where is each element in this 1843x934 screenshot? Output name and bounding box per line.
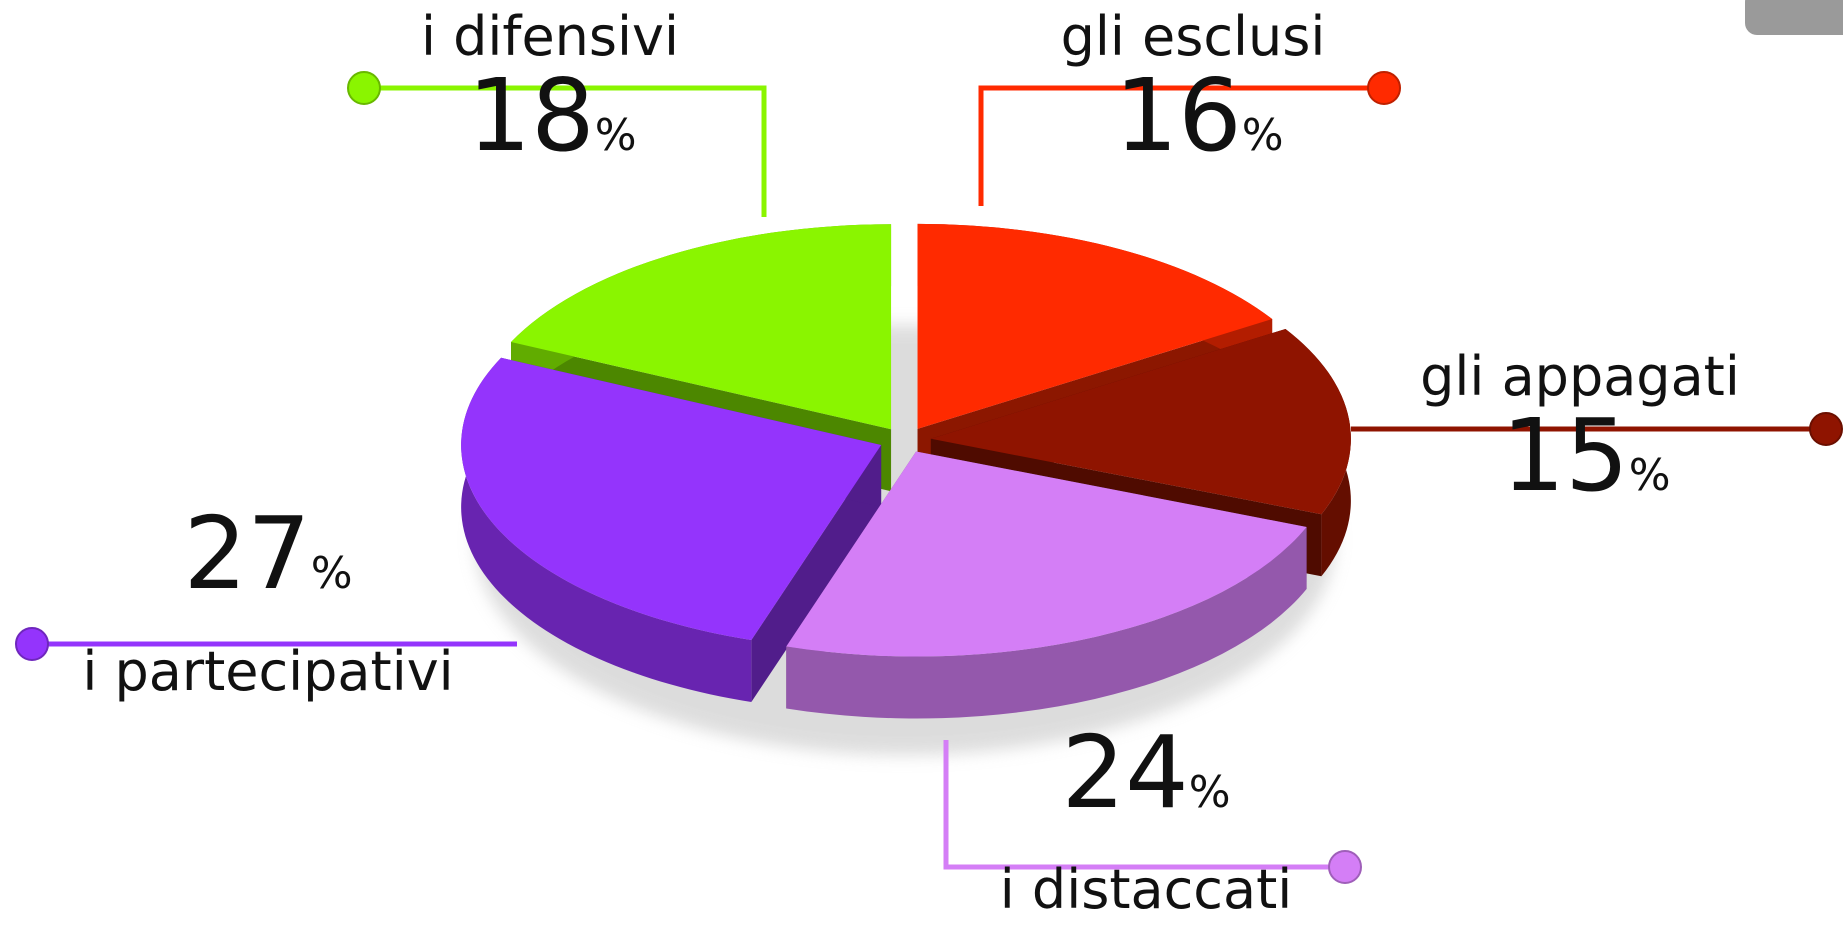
slice <box>917 223 1273 429</box>
slice <box>461 357 882 641</box>
corner-thumbnail <box>1745 0 1843 35</box>
leader-line <box>364 85 767 217</box>
slice-side <box>461 357 752 703</box>
slice-group <box>786 451 1307 719</box>
category-label: i distaccati <box>1000 858 1293 921</box>
leader-line <box>978 85 1384 206</box>
leader-dot <box>15 627 49 661</box>
slice <box>930 328 1351 515</box>
slice-group <box>461 357 882 703</box>
slice-side <box>786 526 1307 719</box>
slice-cut-face <box>751 445 882 703</box>
category-label: gli esclusi <box>1061 5 1326 68</box>
leader-dot <box>1328 850 1362 884</box>
value-label: 15% <box>1501 397 1670 514</box>
leader-dot <box>1809 412 1843 446</box>
value-label: 27% <box>183 495 352 612</box>
leader-dot <box>347 71 381 105</box>
slice <box>511 224 892 430</box>
value-label: 16% <box>1114 57 1283 174</box>
value-label: 18% <box>467 57 636 174</box>
category-label: gli appagati <box>1420 345 1740 408</box>
category-label: i difensivi <box>421 5 679 68</box>
category-label: i partecipativi <box>82 640 453 703</box>
leader-dot <box>1367 71 1401 105</box>
value-label: 24% <box>1061 714 1230 831</box>
slice <box>786 451 1307 657</box>
leader-line <box>943 740 1345 870</box>
